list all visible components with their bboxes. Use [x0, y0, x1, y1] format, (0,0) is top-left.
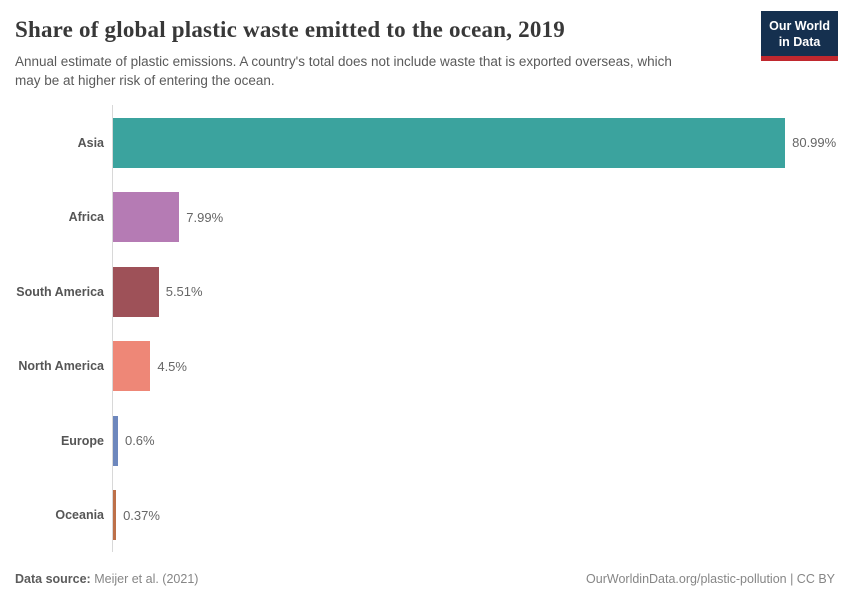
bar-europe[interactable] — [113, 415, 118, 466]
chart-footer: Data source: Meijer et al. (2021) OurWor… — [15, 564, 835, 586]
bar-row-south-america: South America 5.51% — [15, 254, 835, 329]
data-source-value: Meijer et al. (2021) — [94, 572, 199, 586]
bar-north-america[interactable] — [113, 341, 151, 392]
category-label: Asia — [77, 135, 104, 150]
plot-area: 0.6% — [112, 403, 835, 478]
plot-area: 7.99% — [112, 179, 835, 255]
value-label: 0.6% — [124, 433, 155, 449]
category-label: South America — [16, 284, 104, 299]
chart-header: Share of global plastic waste emitted to… — [15, 11, 838, 90]
bar-oceania[interactable] — [113, 490, 117, 541]
bar-row-oceania: Oceania 0.37% — [15, 477, 835, 553]
value-label: 80.99% — [792, 135, 837, 151]
value-label: 5.51% — [165, 284, 203, 300]
bar-south-america[interactable] — [113, 266, 159, 317]
chart-subtitle-line2: may be at higher risk of entering the oc… — [15, 73, 275, 89]
bar-row-north-america: North America 4.5% — [15, 328, 835, 404]
category-label: Africa — [68, 210, 104, 225]
owid-url-license-link[interactable]: OurWorldinData.org/plastic-pollution | C… — [586, 572, 835, 586]
value-label: 0.37% — [123, 507, 160, 523]
bar-asia[interactable] — [113, 117, 786, 168]
owid-logo-line1: Our World — [769, 19, 830, 33]
chart-title: Share of global plastic waste emitted to… — [15, 17, 565, 42]
bar-row-asia: Asia 80.99% — [15, 105, 837, 180]
plot-area: 0.37% — [112, 477, 835, 553]
value-label: 7.99% — [186, 209, 224, 225]
bar-row-africa: Africa 7.99% — [15, 179, 835, 255]
plot-area: 4.5% — [112, 328, 835, 404]
category-label: Europe — [60, 433, 104, 448]
category-label: North America — [18, 359, 104, 374]
data-source-note: Data source: Meijer et al. (2021) — [15, 572, 198, 586]
owid-logo[interactable]: Our World in Data — [761, 11, 838, 61]
plot-area: 5.51% — [112, 254, 835, 329]
data-source-label: Data source: — [15, 572, 91, 586]
chart-subtitle-line1: Annual estimate of plastic emissions. A … — [15, 54, 672, 69]
owid-logo-line2: in Data — [778, 35, 821, 50]
plot-area: 80.99% — [112, 105, 837, 180]
chart-subtitle: Annual estimate of plastic emissions. A … — [15, 52, 745, 90]
category-label: Oceania — [55, 508, 104, 523]
bar-row-europe: Europe 0.6% — [15, 403, 835, 478]
bar-chart: Asia 80.99% Africa 7.99% South America 5.51% N… — [15, 105, 837, 564]
value-label: 4.5% — [157, 358, 187, 374]
bar-africa[interactable] — [113, 192, 180, 243]
